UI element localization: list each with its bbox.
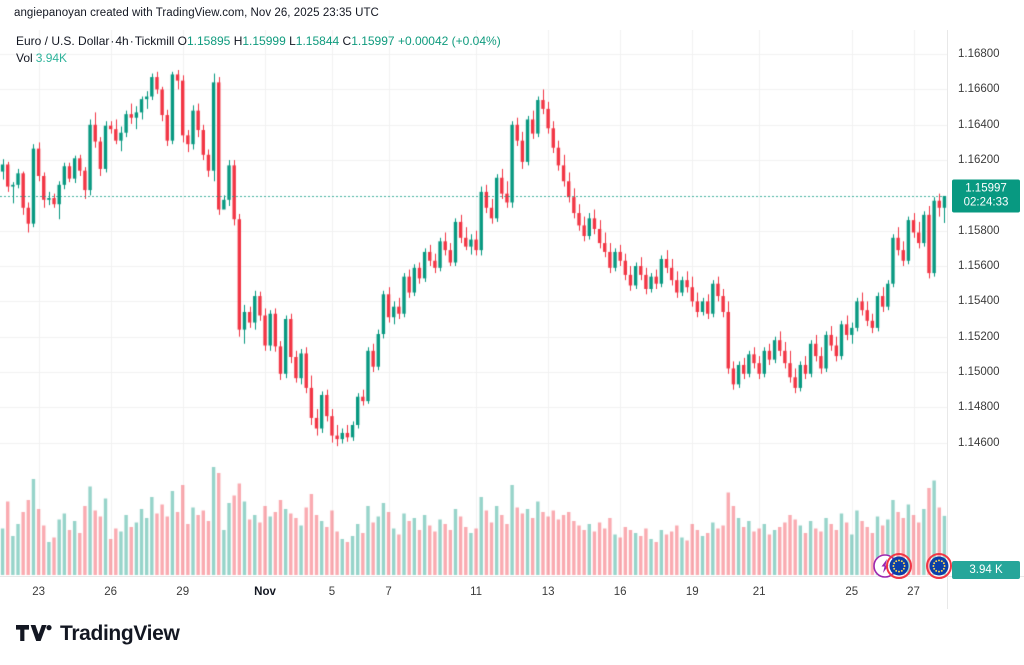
time-axis-tick: 29 (176, 586, 190, 598)
current-price-badge[interactable]: 1.15997 02:24:33 (952, 179, 1020, 213)
legend-low-value: 1.15844 (295, 34, 340, 48)
legend-primary-row: Euro / U.S. Dollar·4h·Tickmill O1.15895 … (16, 33, 501, 50)
time-axis-tick: 21 (752, 586, 766, 598)
price-axis-tick: 1.16400 (958, 118, 1000, 131)
bar-countdown-timer: 02:24:33 (963, 196, 1009, 209)
current-price-value: 1.15997 (965, 182, 1007, 195)
price-axis-tick: 1.15000 (958, 366, 1000, 378)
price-axis-tick: 1.15600 (958, 260, 1000, 273)
price-axis-tick: 1.14600 (958, 436, 1000, 449)
time-axis-tick: 25 (845, 586, 859, 598)
attribution-text: angiepanoyan created with TradingView.co… (14, 7, 379, 19)
legend-low-label: L (289, 34, 296, 48)
legend-separator-2: · (129, 34, 134, 48)
price-axis-tick: 1.16200 (958, 154, 1000, 167)
legend-high-label: H (233, 34, 243, 48)
eur-usd-pair-badge-right[interactable] (926, 553, 952, 579)
tradingview-logo-mark (16, 625, 52, 641)
volume-value-badge[interactable]: 3.94 K (952, 561, 1020, 579)
time-axis-tick: 13 (541, 586, 555, 598)
legend-exchange: Tickmill (134, 34, 175, 48)
price-axis-tick: 1.16600 (958, 83, 1000, 96)
legend-volume-label[interactable]: Vol (16, 51, 33, 65)
tradingview-wordmark: TradingView (60, 622, 180, 645)
time-axis-tick: 7 (385, 586, 392, 598)
time-axis-tick: 16 (613, 586, 627, 598)
eur-usd-pair-badge-left[interactable] (886, 553, 912, 579)
price-axis-tick: 1.14800 (958, 401, 1000, 414)
legend-open-label: O (177, 34, 187, 48)
price-axis-tick: 1.16800 (958, 48, 1000, 61)
candlestick-canvas[interactable] (0, 30, 947, 576)
price-axis-tick: 1.15400 (958, 295, 1000, 308)
legend-volume-value: 3.94 (35, 51, 60, 65)
legend-close-label: C (342, 34, 352, 48)
legend-open-value: 1.15895 (186, 34, 231, 48)
legend-change-value: +0.00042 (397, 34, 449, 48)
time-axis-tick: 5 (328, 586, 336, 598)
legend-symbol[interactable]: Euro / U.S. Dollar (16, 34, 110, 48)
legend-volume-row: Vol 3.94K (16, 50, 501, 67)
time-axis[interactable]: 23 26 29 Nov 5 7 11 13 16 19 21 25 27 (0, 576, 947, 610)
time-axis-tick: 26 (104, 586, 118, 598)
price-axis-tick: 1.15800 (958, 224, 1000, 237)
legend-interval[interactable]: 4h (115, 34, 129, 48)
footer: TradingView (0, 609, 1024, 665)
legend-change-percent: (+0.04%) (451, 34, 501, 48)
time-axis-tick: Nov (254, 586, 276, 598)
time-axis-tick: 19 (685, 586, 699, 598)
chart-plot-area[interactable] (0, 30, 947, 576)
tradingview-logo: TradingView (16, 622, 180, 645)
legend-high-value: 1.15999 (242, 34, 286, 48)
price-axis-tick: 1.15200 (958, 330, 1000, 343)
time-axis-tick: 11 (470, 586, 483, 598)
legend-separator-1: · (110, 34, 115, 48)
time-axis-corner (947, 576, 1024, 610)
legend-volume-unit: K (59, 51, 68, 65)
chart-legend: Euro / U.S. Dollar·4h·Tickmill O1.15895 … (16, 33, 501, 67)
time-axis-tick: 27 (907, 586, 920, 598)
time-axis-tick: 23 (32, 586, 45, 598)
price-axis[interactable]: 1.16800 1.16600 1.16400 1.16200 1.15800 1.156… (947, 30, 1024, 579)
legend-close-value: 1.15997 (351, 34, 395, 48)
